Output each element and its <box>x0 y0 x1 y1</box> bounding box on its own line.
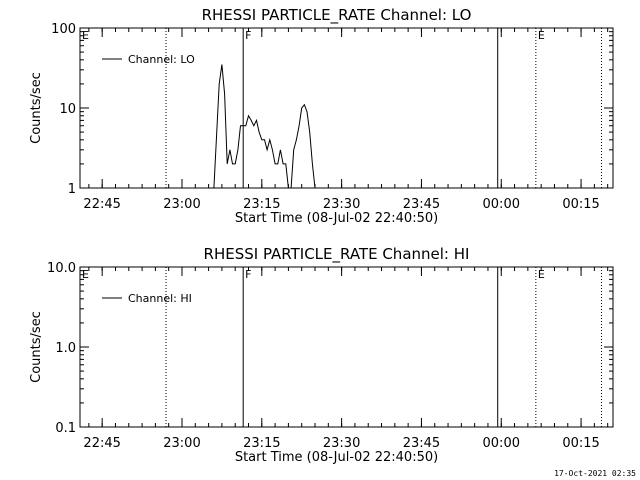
y-tick-label: 0.1 <box>55 421 76 436</box>
y-tick-label: 1.0 <box>55 341 76 356</box>
marker-label: E <box>538 268 545 281</box>
x-tick-label: 23:00 <box>163 436 200 451</box>
plot-frame <box>79 27 614 189</box>
x-tick-label: 23:45 <box>403 197 440 212</box>
legend-entry: Channel: LO <box>128 53 195 66</box>
marker-label: E <box>82 268 89 281</box>
x-tick-label: 00:00 <box>483 436 520 451</box>
y-axis-label: Counts/sec <box>29 72 44 144</box>
plot-frame <box>79 266 614 428</box>
series-line <box>213 64 326 189</box>
marker-label: F <box>245 268 251 281</box>
x-axis-label: Start Time (08-Jul-02 22:40:50) <box>235 450 438 465</box>
chart-title: RHESSI PARTICLE_RATE Channel: LO <box>202 6 472 25</box>
y-tick-label: 1 <box>68 182 76 197</box>
x-tick-label: 00:15 <box>562 197 599 212</box>
x-tick-label: 23:30 <box>323 436 360 451</box>
x-tick-label: 22:45 <box>83 436 120 451</box>
x-tick-label: 00:15 <box>562 436 599 451</box>
chart-panel-1: RHESSI PARTICLE_RATE Channel: LO 1 10 100 22… <box>29 6 614 226</box>
x-tick-label: 23:00 <box>163 197 200 212</box>
chart-panel-2: RHESSI PARTICLE_RATE Channel: HI 0.1 1.0 10… <box>29 245 614 465</box>
y-tick-label: 100 <box>51 22 76 37</box>
y-axis-label: Counts/sec <box>29 311 44 383</box>
y-tick-label: 10 <box>59 102 76 117</box>
x-tick-label: 23:15 <box>243 436 280 451</box>
chart-title: RHESSI PARTICLE_RATE Channel: HI <box>204 245 470 264</box>
timestamp: 17-Oct-2021 02:35 <box>554 469 636 478</box>
x-tick-label: 23:15 <box>243 197 280 212</box>
marker-label: E <box>538 29 545 42</box>
legend-entry: Channel: HI <box>128 292 192 305</box>
marker-label: F <box>245 29 251 42</box>
marker-label: E <box>82 29 89 42</box>
y-tick-label: 10.0 <box>47 261 76 276</box>
x-axis-label: Start Time (08-Jul-02 22:40:50) <box>235 211 438 226</box>
x-tick-label: 22:45 <box>83 197 120 212</box>
x-tick-label: 23:45 <box>403 436 440 451</box>
x-tick-label: 23:30 <box>323 197 360 212</box>
x-tick-label: 00:00 <box>483 197 520 212</box>
